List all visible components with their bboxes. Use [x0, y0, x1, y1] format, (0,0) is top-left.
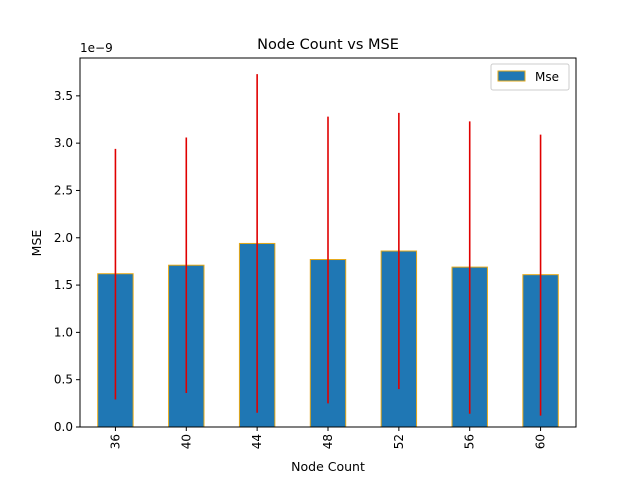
y-axis-scale-label: 1e−9	[80, 41, 113, 55]
legend-swatch-mse	[497, 70, 526, 82]
legend: Mse	[490, 63, 570, 91]
x-tick-label-40: 40	[179, 434, 193, 449]
y-tick-label-3.0: 3.0	[54, 136, 73, 150]
x-tick-label-52: 52	[392, 434, 406, 449]
y-tick-label-1.0: 1.0	[54, 325, 73, 339]
y-tick-label-3.5: 3.5	[54, 89, 73, 103]
y-tick-label-1.5: 1.5	[54, 278, 73, 292]
x-tick-label-56: 56	[463, 434, 477, 449]
legend-label-mse: Mse	[535, 70, 559, 84]
error-bars-group	[114, 74, 542, 416]
y-tick-label-0.0: 0.0	[54, 420, 73, 434]
x-tick-label-48: 48	[321, 434, 335, 449]
chart-title: Node Count vs MSE	[257, 37, 399, 53]
x-tick-label-44: 44	[250, 434, 264, 449]
y-tick-label-2.0: 2.0	[54, 231, 73, 245]
x-tick-label-36: 36	[108, 434, 122, 449]
y-tick-label-2.5: 2.5	[54, 183, 73, 197]
x-axis-label: Node Count	[291, 459, 365, 474]
y-axis-ticks: 0.0 0.5 1.0 1.5 2.0 2.5 3.0 3.5	[54, 89, 80, 434]
y-tick-label-0.5: 0.5	[54, 373, 73, 387]
y-axis-label: MSE	[29, 230, 44, 257]
x-axis-ticks: 36 40 44 48 52 56 60	[108, 427, 548, 449]
plot-area-frame	[79, 57, 577, 428]
x-tick-label-60: 60	[534, 434, 548, 449]
